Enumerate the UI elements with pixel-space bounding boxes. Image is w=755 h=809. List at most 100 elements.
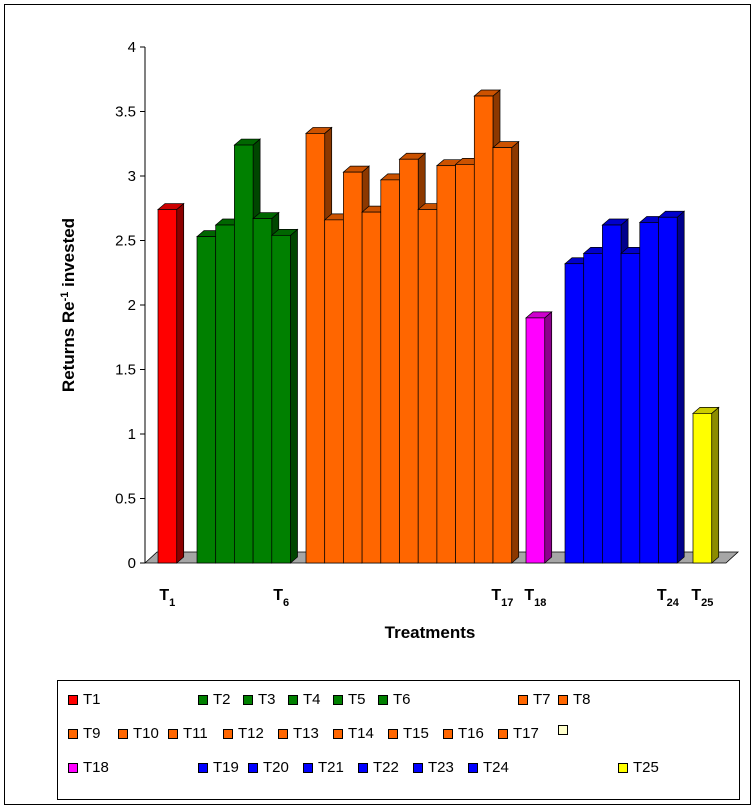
legend-item: T10 (118, 725, 159, 742)
bar-front (620, 253, 641, 564)
bar-T25 (692, 406, 720, 564)
legend-item: T13 (278, 725, 319, 742)
legend-swatch (68, 728, 78, 739)
y-axis: 0 0.5 1 1.5 2 2.5 3 3.5 4 (115, 39, 146, 572)
legend-label: T5 (348, 691, 366, 708)
bar-front (252, 218, 273, 564)
bar-side (511, 140, 520, 564)
legend-swatch (333, 728, 343, 739)
legend-item: T17 (498, 725, 539, 742)
bar-front (492, 147, 513, 564)
y-tick-label: 2.5 (115, 233, 136, 250)
bar-front (436, 165, 456, 564)
legend-item: T24 (468, 759, 509, 776)
y-tick-label: 0 (128, 555, 136, 572)
x-category-label: T25 (691, 587, 713, 609)
legend-label: T15 (403, 725, 429, 742)
bar-front (564, 263, 585, 564)
chart-frame (4, 4, 751, 805)
bar-chart: 0 0.5 1 1.5 2 2.5 3 3.5 4 T1 T6 T17 T18 T24 T25 Treat… (59, 39, 740, 642)
y-axis-title-sup: -1 (59, 292, 71, 302)
legend-label: T10 (133, 725, 159, 742)
legend-swatch (288, 694, 298, 705)
legend-item: T19 (198, 759, 239, 776)
legend-swatch (118, 728, 128, 739)
y-axis-title: Returns Re-1 invested (59, 218, 78, 392)
legend-swatch (168, 728, 178, 739)
x-category-label: T1 (159, 587, 175, 609)
legend-swatch (68, 762, 78, 773)
legend-label: T25 (633, 759, 659, 776)
legend-label: T16 (458, 725, 484, 742)
legend-label: T18 (83, 759, 109, 776)
legend-swatch (378, 694, 388, 705)
legend-swatch (558, 694, 568, 705)
legend-item: T9 (68, 725, 101, 742)
legend-label: T22 (373, 759, 399, 776)
bar-T17 (492, 140, 520, 564)
bar-front (455, 164, 475, 564)
bar-front (602, 224, 622, 564)
legend-label: T4 (303, 691, 321, 708)
legend-label: T9 (83, 725, 101, 742)
x-category-label: T17 (491, 587, 513, 609)
legend-label: T13 (293, 725, 319, 742)
legend-item: T25 (618, 759, 659, 776)
bar-T18 (525, 311, 553, 564)
y-tick-label: 1 (128, 426, 136, 443)
x-category-label: T24 (657, 587, 680, 609)
legend-swatch (223, 728, 233, 739)
bar-front (380, 179, 400, 564)
y-tick-label: 2 (128, 297, 136, 314)
legend-label: T24 (483, 759, 509, 776)
legend-label: T11 (183, 725, 208, 742)
bar-front (473, 95, 494, 564)
bar-T6 (270, 228, 299, 564)
legend-swatch (468, 762, 478, 773)
legend-swatch (498, 728, 508, 739)
y-tick-label: 0.5 (115, 491, 136, 508)
legend-item: T18 (68, 759, 109, 776)
legend-label: T19 (213, 759, 239, 776)
bar-front (271, 234, 291, 564)
bar-front (417, 209, 438, 564)
legend-item: T2 (198, 691, 231, 708)
legend-swatch (443, 728, 453, 739)
legend-item: T7 (518, 691, 551, 708)
bar-side (676, 210, 685, 564)
legend-swatch (558, 725, 568, 735)
legend-item: T6 (378, 691, 411, 708)
bar-front (324, 219, 344, 564)
legend-item: T5 (333, 691, 366, 708)
y-axis-title-tail: invested (59, 218, 78, 292)
legend-label: T8 (573, 691, 591, 708)
legend-item: T15 (388, 725, 429, 742)
bar-front (583, 253, 603, 564)
legend-item: T21 (303, 759, 344, 776)
legend-swatch (248, 762, 258, 773)
legend-item (558, 725, 573, 735)
legend-label: T17 (513, 725, 539, 742)
legend-label: T21 (318, 759, 344, 776)
legend-label: T1 (83, 691, 101, 708)
y-tick-label: 4 (128, 39, 136, 56)
y-tick-label: 3.5 (115, 104, 136, 121)
bar-side (544, 311, 553, 564)
legend-item: T12 (223, 725, 264, 742)
bar-front (215, 224, 235, 564)
legend-item: T22 (358, 759, 399, 776)
legend-swatch (198, 762, 208, 773)
legend-item: T3 (243, 691, 276, 708)
bar-side (711, 406, 720, 564)
y-axis-title-main: Returns Re (59, 301, 78, 392)
legend-item: T23 (413, 759, 454, 776)
legend-swatch (518, 694, 528, 705)
bar-T1 (157, 202, 185, 564)
bar-front (399, 158, 419, 564)
legend-item: T4 (288, 691, 321, 708)
x-axis-labels: T1 T6 T17 T18 T24 T25 (159, 587, 713, 609)
legend-label: T20 (263, 759, 289, 776)
legend-swatch (303, 762, 313, 773)
legend-swatch (388, 728, 398, 739)
bar-side (290, 228, 298, 564)
